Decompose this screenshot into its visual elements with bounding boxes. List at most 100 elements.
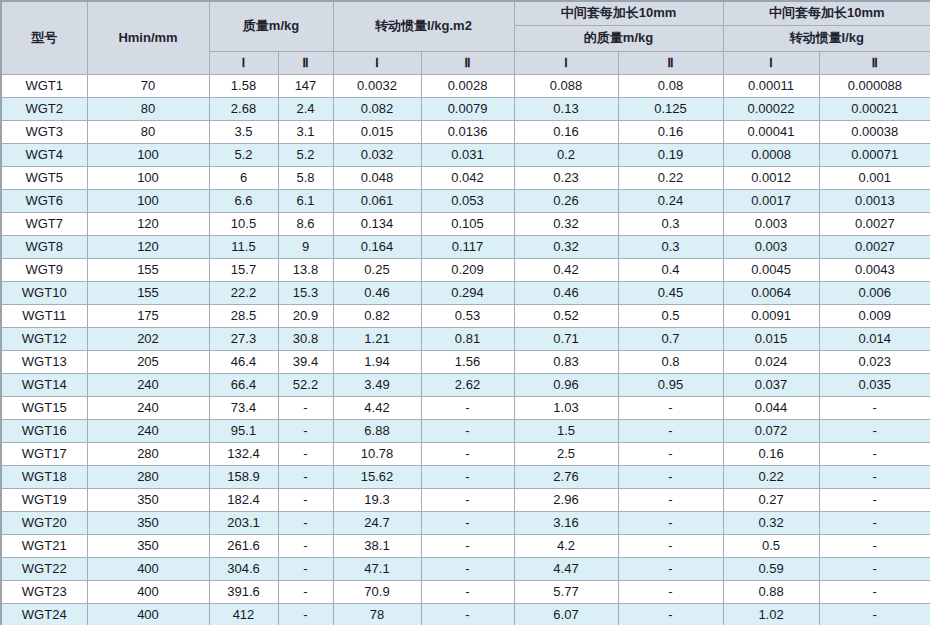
cell-inertia_i: 3.49 [333,373,421,396]
cell-ext_inertia_i: 1.02 [723,603,819,625]
cell-ext_inertia_ii: - [819,465,930,488]
cell-ext_inertia_ii: - [819,488,930,511]
cell-inertia_i: 0.0032 [333,74,421,97]
cell-ext_inertia_i: 0.0017 [723,189,819,212]
table-row: WGT1524073.4-4.42-1.03-0.044- [1,396,930,419]
cell-ext_inertia_i: 0.044 [723,396,819,419]
cell-ext_mass_ii: - [618,465,723,488]
subheader-ext-mass-I: Ⅰ [514,51,618,74]
cell-ext_mass_ii: - [618,419,723,442]
cell-mass_i: 391.6 [209,580,278,603]
cell-ext_inertia_i: 0.00022 [723,97,819,120]
cell-ext_mass_i: 0.96 [514,373,618,396]
cell-mass_ii: 2.4 [278,97,333,120]
cell-inertia_ii: - [421,534,514,557]
cell-inertia_i: 0.164 [333,235,421,258]
cell-model: WGT17 [1,442,87,465]
cell-inertia_i: 4.42 [333,396,421,419]
cell-ext_inertia_i: 0.003 [723,212,819,235]
cell-mass_i: 10.5 [209,212,278,235]
cell-ext_inertia_i: 0.00011 [723,74,819,97]
cell-model: WGT6 [1,189,87,212]
cell-ext_mass_ii: 0.45 [618,281,723,304]
table-row: WGT24400412-78-6.07-1.02- [1,603,930,625]
table-row: WGT712010.58.60.1340.1050.320.30.0030.00… [1,212,930,235]
cell-mass_i: 412 [209,603,278,625]
cell-mass_i: 5.2 [209,143,278,166]
cell-hmin: 350 [87,488,209,511]
cell-mass_i: 66.4 [209,373,278,396]
cell-inertia_i: 38.1 [333,534,421,557]
cell-inertia_ii: 2.62 [421,373,514,396]
cell-inertia_i: 0.134 [333,212,421,235]
cell-ext_inertia_ii: - [819,580,930,603]
cell-ext_mass_ii: 0.5 [618,304,723,327]
cell-inertia_ii: - [421,511,514,534]
cell-ext_inertia_i: 0.015 [723,327,819,350]
cell-hmin: 350 [87,511,209,534]
cell-ext_inertia_i: 0.0045 [723,258,819,281]
cell-ext_inertia_ii: 0.009 [819,304,930,327]
cell-ext_mass_ii: 0.24 [618,189,723,212]
cell-inertia_i: 78 [333,603,421,625]
cell-ext_inertia_i: 0.0012 [723,166,819,189]
cell-ext_inertia_ii: - [819,534,930,557]
cell-mass_i: 73.4 [209,396,278,419]
cell-model: WGT9 [1,258,87,281]
cell-model: WGT23 [1,580,87,603]
cell-mass_ii: - [278,465,333,488]
cell-ext_mass_ii: - [618,511,723,534]
cell-hmin: 240 [87,373,209,396]
cell-ext_inertia_ii: - [819,603,930,625]
cell-ext_mass_i: 2.96 [514,488,618,511]
cell-inertia_i: 24.7 [333,511,421,534]
cell-ext_mass_ii: - [618,488,723,511]
cell-ext_mass_ii: 0.22 [618,166,723,189]
cell-mass_i: 132.4 [209,442,278,465]
cell-hmin: 400 [87,580,209,603]
cell-ext_inertia_i: 0.072 [723,419,819,442]
cell-inertia_ii: 0.0079 [421,97,514,120]
cell-mass_ii: 147 [278,74,333,97]
cell-ext_mass_i: 0.2 [514,143,618,166]
cell-mass_i: 158.9 [209,465,278,488]
cell-mass_ii: 9 [278,235,333,258]
cell-ext_mass_i: 0.26 [514,189,618,212]
table-row: WGT812011.590.1640.1170.320.30.0030.0027 [1,235,930,258]
cell-ext_mass_i: 0.23 [514,166,618,189]
cell-ext_mass_ii: 0.95 [618,373,723,396]
cell-model: WGT10 [1,281,87,304]
cell-ext_mass_ii: - [618,603,723,625]
cell-ext_inertia_i: 0.22 [723,465,819,488]
cell-mass_i: 95.1 [209,419,278,442]
cell-ext_inertia_i: 0.59 [723,557,819,580]
header-group-ext-inertia-line1: 中间套每加长10mm [723,1,930,25]
cell-mass_i: 2.68 [209,97,278,120]
cell-hmin: 280 [87,442,209,465]
cell-inertia_ii: - [421,419,514,442]
table-row: WGT21350261.6-38.1-4.2-0.5- [1,534,930,557]
cell-inertia_i: 70.9 [333,580,421,603]
cell-ext_mass_i: 5.77 [514,580,618,603]
cell-mass_i: 6.6 [209,189,278,212]
cell-model: WGT22 [1,557,87,580]
cell-ext_mass_i: 0.32 [514,235,618,258]
cell-ext_mass_ii: - [618,396,723,419]
cell-inertia_ii: - [421,488,514,511]
cell-inertia_ii: 0.0136 [421,120,514,143]
subheader-inertia-II: Ⅱ [421,51,514,74]
cell-ext_mass_ii: 0.19 [618,143,723,166]
cell-inertia_ii: 0.042 [421,166,514,189]
subheader-mass-II: Ⅱ [278,51,333,74]
cell-ext_mass_i: 1.5 [514,419,618,442]
cell-mass_i: 6 [209,166,278,189]
cell-ext_inertia_i: 0.003 [723,235,819,258]
cell-ext_inertia_i: 0.88 [723,580,819,603]
cell-inertia_ii: 0.117 [421,235,514,258]
table-row: WGT1117528.520.90.820.530.520.50.00910.0… [1,304,930,327]
cell-mass_ii: - [278,419,333,442]
cell-mass_i: 15.7 [209,258,278,281]
table-row: WGT2802.682.40.0820.00790.130.1250.00022… [1,97,930,120]
subheader-ext-inertia-II: Ⅱ [819,51,930,74]
cell-mass_i: 203.1 [209,511,278,534]
